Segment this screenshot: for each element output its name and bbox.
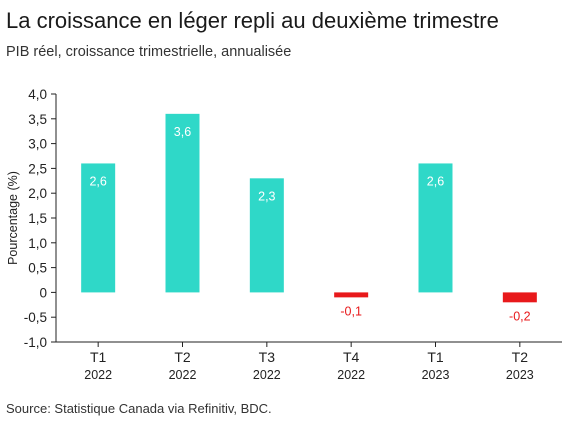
bar-value-label: -0,2 [509,309,531,323]
x-tick-label-year: 2022 [253,368,281,382]
bar-value-label: 2,6 [427,174,444,188]
bar [249,178,284,293]
y-tick-label: 1,5 [28,211,47,226]
y-tick-label: 3,5 [28,112,47,127]
bar [165,113,200,293]
y-tick-label: 0,5 [28,261,47,276]
chart-subtitle: PIB réel, croissance trimestrielle, annu… [6,44,292,60]
source-note: Source: Statistique Canada via Refinitiv… [6,401,272,416]
x-tick-label-quarter: T4 [343,349,360,365]
chart-title: La croissance en léger repli au deuxième… [6,8,499,33]
bar-value-label: 2,3 [258,189,275,203]
bar [81,163,116,293]
y-tick-label: 3,0 [28,137,47,152]
y-axis-label: Pourcentage (%) [6,171,20,265]
x-tick-label-quarter: T1 [90,349,107,365]
x-tick-label-year: 2022 [337,368,365,382]
x-tick-label-quarter: T1 [427,349,444,365]
y-tick-label: 2,5 [28,161,47,176]
y-tick-label: -0,5 [24,310,47,325]
y-tick-label: 0 [39,285,47,300]
bar-value-label: 2,6 [89,174,106,188]
x-tick-label-quarter: T2 [174,349,191,365]
x-tick-label-year: 2022 [169,368,197,382]
x-tick-label-year: 2022 [84,368,112,382]
y-tick-label: 2,0 [28,186,47,201]
x-tick-label-year: 2023 [422,368,450,382]
x-tick-label-quarter: T3 [259,349,276,365]
bar [418,163,453,293]
bar [334,292,369,298]
y-tick-label: 1,0 [28,236,47,251]
bar-value-label: 3,6 [174,125,191,139]
y-tick-label: -1,0 [24,335,47,350]
x-tick-label-year: 2023 [506,368,534,382]
x-tick-label-quarter: T2 [512,349,529,365]
y-tick-label: 4,0 [28,87,47,102]
bar [502,292,537,303]
bar-value-label: -0,1 [340,304,362,318]
